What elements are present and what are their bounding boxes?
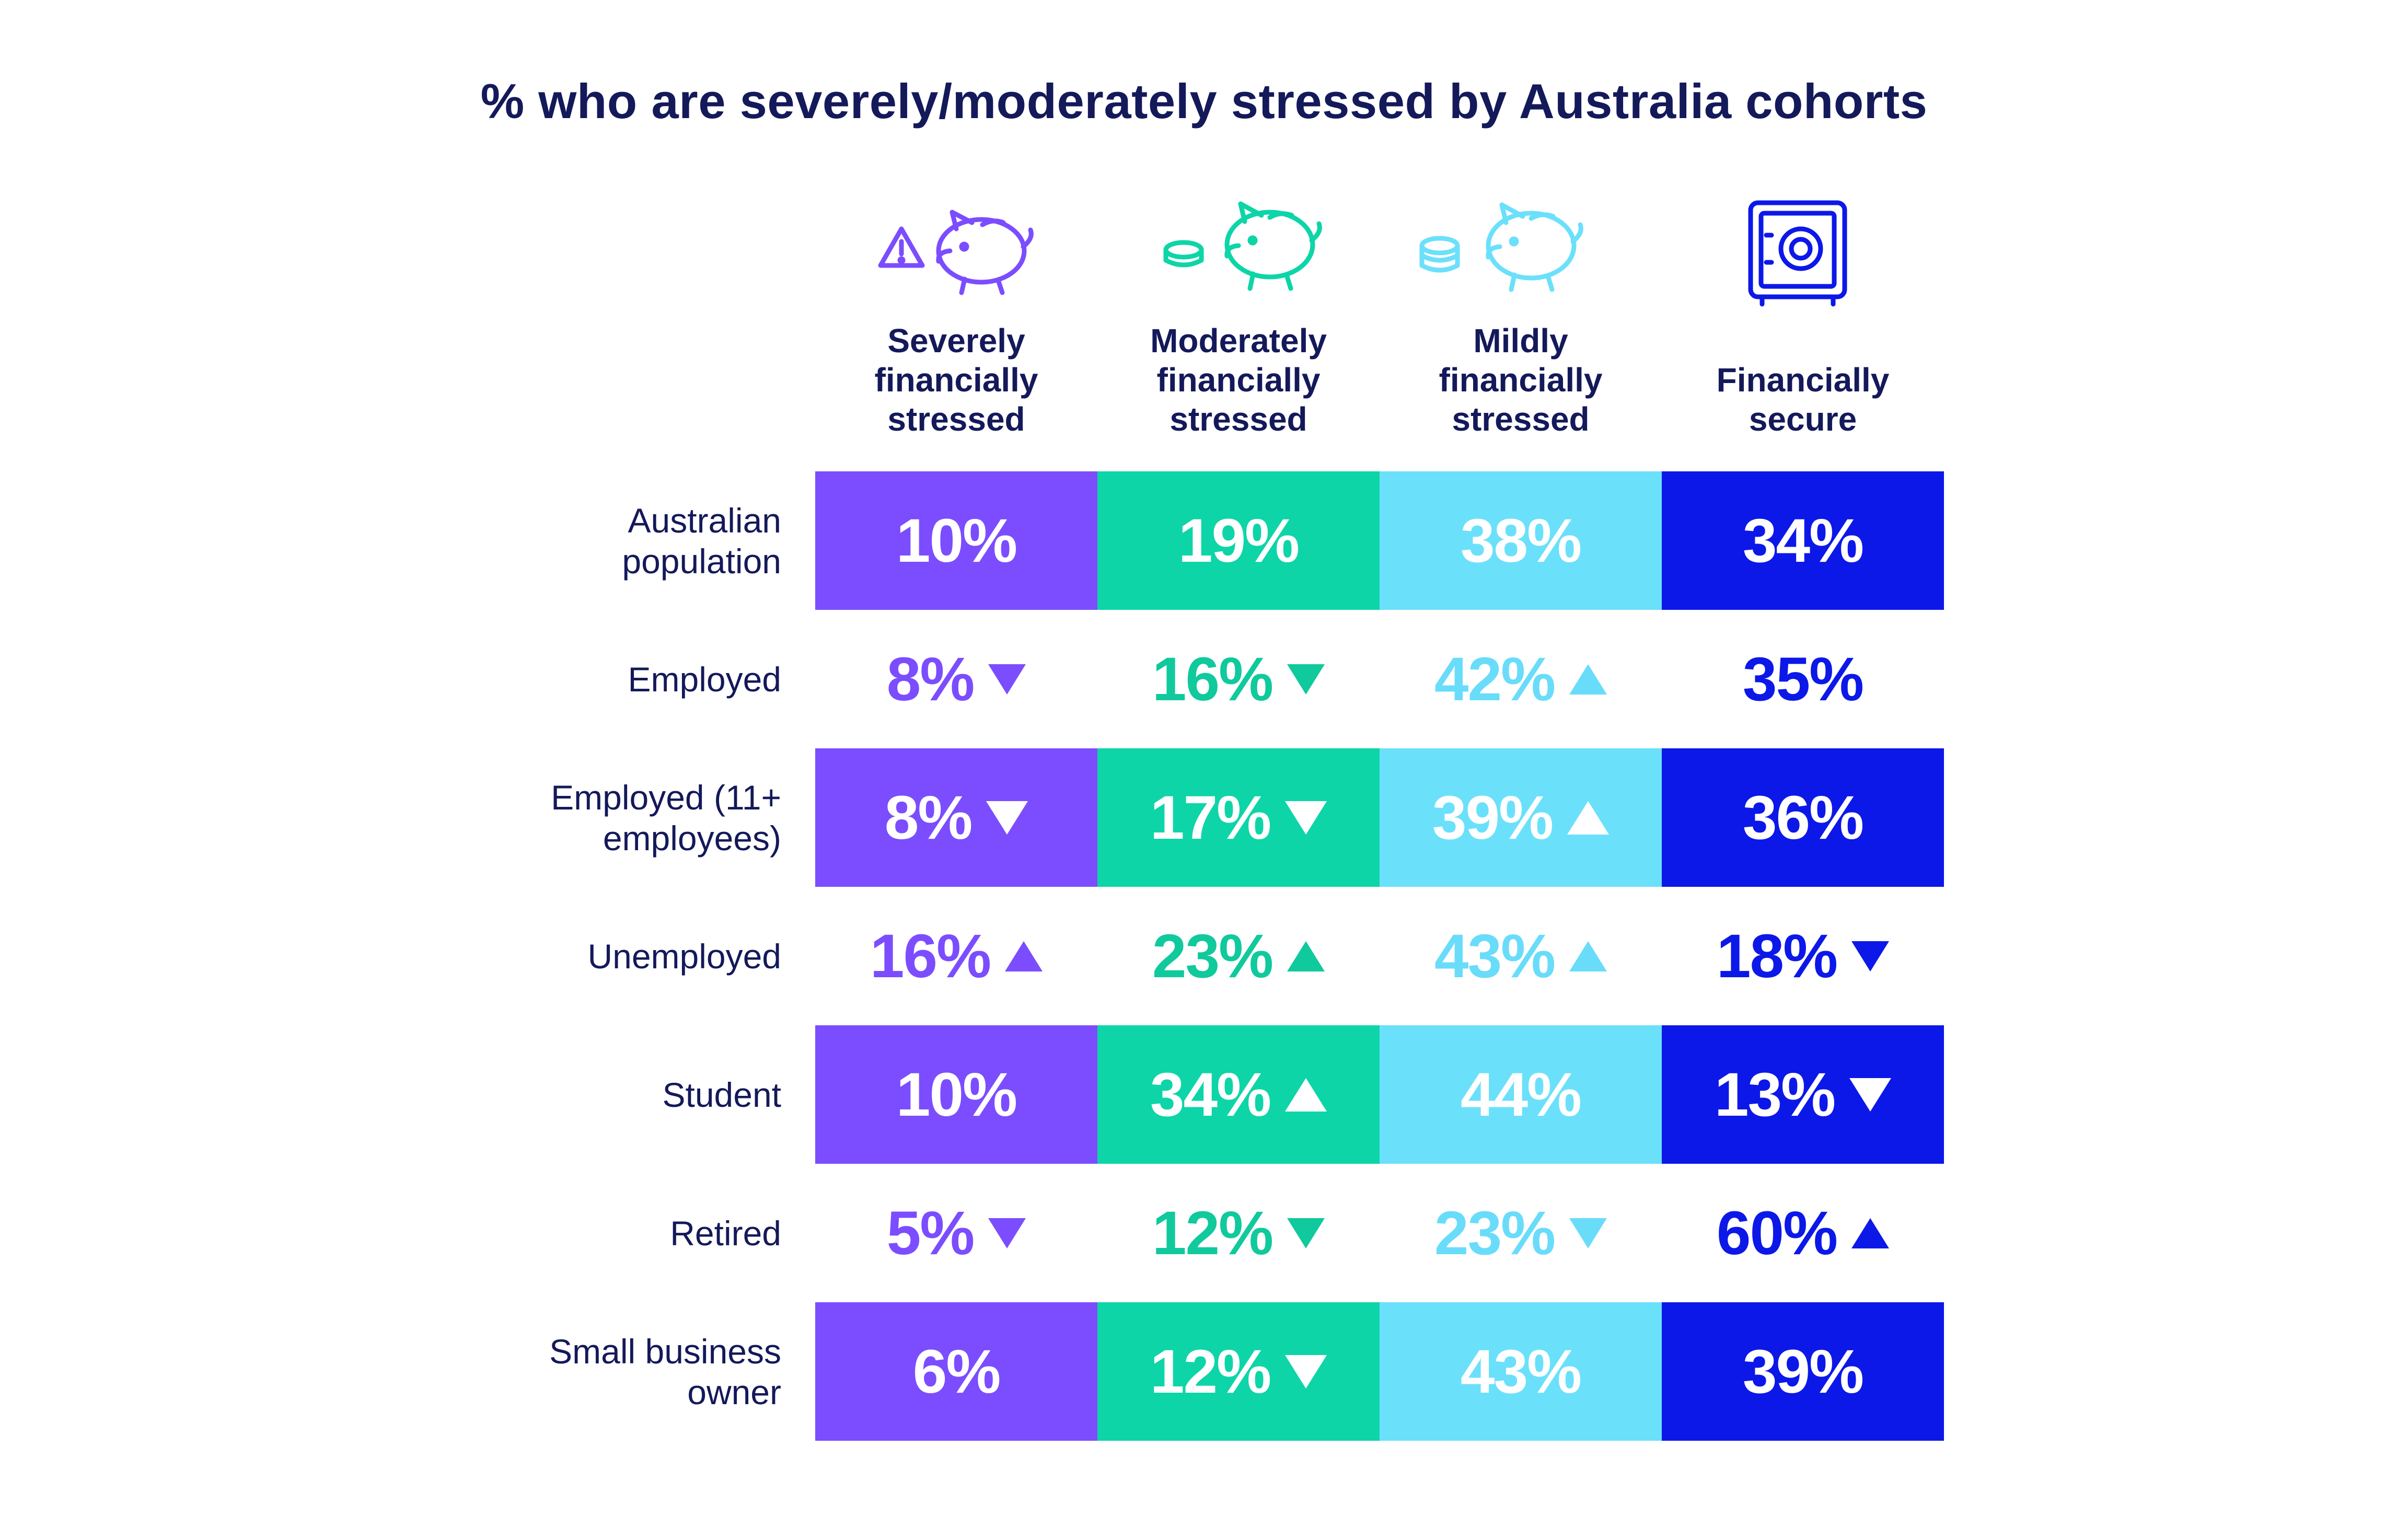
trend-up-icon [1285,1078,1327,1112]
table-cell: 23% [1097,887,1380,1025]
table-cell: 8% [815,610,1097,748]
cell-value: 12% [1152,1198,1274,1268]
cell-value: 13% [1714,1060,1836,1129]
row-label: Australian population [622,501,781,581]
cell-value: 10% [896,1060,1017,1129]
row-label: Employed [628,659,782,699]
table-cell: 42% [1380,610,1662,748]
trend-down-icon [1569,1218,1607,1248]
table-cell: 12% [1097,1302,1380,1441]
cell-value: 16% [1152,644,1274,714]
table-cell: 17% [1097,748,1380,887]
coins-piggy-bank-icon [1097,188,1380,308]
trend-up-icon [1569,941,1607,971]
trend-up-icon [1569,664,1607,695]
row-label: Student [662,1075,781,1114]
warning-piggy-bank-icon [815,188,1097,308]
safe-icon [1662,188,1944,308]
cell-value: 23% [1434,1198,1556,1268]
trend-up-icon [1567,801,1610,835]
cell-value: 8% [884,783,973,852]
cell-value: 38% [1460,506,1582,575]
trend-up-icon [1005,941,1043,971]
table-cell: 10% [815,1025,1097,1164]
cell-value: 8% [886,644,975,714]
table-cell: 18% [1662,887,1944,1025]
cell-value: 17% [1150,783,1271,852]
trend-down-icon [1849,1078,1892,1112]
table-cell: 60% [1662,1164,1944,1302]
table-cell: 8% [815,748,1097,887]
table-cell: 43% [1380,887,1662,1025]
cell-value: 39% [1432,783,1554,852]
column-label-moderately: Moderately financially stressed [1150,322,1327,438]
row-label: Small business owner [549,1332,781,1411]
chart-title: % who are severely/moderately stressed b… [480,74,1928,129]
cell-value: 35% [1742,644,1864,714]
coin-piggy-bank-icon [1380,188,1662,308]
row-label: Unemployed [587,936,781,976]
cell-value: 16% [870,921,991,991]
table-cell: 39% [1662,1302,1944,1441]
trend-down-icon [1287,664,1325,695]
trend-down-icon [1851,941,1890,971]
table-cell: 38% [1380,471,1662,610]
cell-value: 10% [896,506,1017,575]
table-cell: 34% [1662,471,1944,610]
cell-value: 34% [1742,506,1864,575]
cell-value: 42% [1434,644,1556,714]
table-cell: 35% [1662,610,1944,748]
cell-value: 18% [1716,921,1838,991]
table-cell: 43% [1380,1302,1662,1441]
column-label-secure: Financially secure [1716,361,1890,438]
column-label-severely: Severely financially stressed [874,322,1038,438]
table-cell: 6% [815,1302,1097,1441]
cell-value: 19% [1178,506,1300,575]
table-cell: 16% [1097,610,1380,748]
trend-down-icon [1285,1355,1327,1388]
cell-value: 36% [1742,783,1864,852]
cell-value: 39% [1742,1337,1864,1406]
table-cell: 10% [815,471,1097,610]
row-label: Employed (11+ employees) [551,778,781,858]
table-cell: 12% [1097,1164,1380,1302]
cell-value: 34% [1150,1060,1271,1129]
table-cell: 5% [815,1164,1097,1302]
table-cell: 36% [1662,748,1944,887]
table-cell: 39% [1380,748,1662,887]
trend-down-icon [1285,801,1327,835]
column-label-mildly: Mildly financially stressed [1439,322,1603,438]
cell-value: 23% [1152,921,1274,991]
trend-down-icon [986,801,1028,835]
table-cell: 16% [815,887,1097,1025]
cell-value: 44% [1460,1060,1582,1129]
trend-down-icon [1287,1218,1325,1248]
cell-value: 5% [886,1198,975,1268]
table-cell: 19% [1097,471,1380,610]
trend-up-icon [1287,941,1325,971]
table-cell: 44% [1380,1025,1662,1164]
cell-value: 43% [1434,921,1556,991]
table-cell: 34% [1097,1025,1380,1164]
cell-value: 43% [1460,1337,1582,1406]
trend-down-icon [988,664,1026,695]
cell-value: 60% [1716,1198,1838,1268]
cell-value: 12% [1150,1337,1271,1406]
row-label: Retired [670,1213,781,1253]
cell-value: 6% [912,1337,1001,1406]
table-cell: 13% [1662,1025,1944,1164]
trend-up-icon [1851,1218,1890,1248]
table-cell: 23% [1380,1164,1662,1302]
trend-down-icon [988,1218,1026,1248]
